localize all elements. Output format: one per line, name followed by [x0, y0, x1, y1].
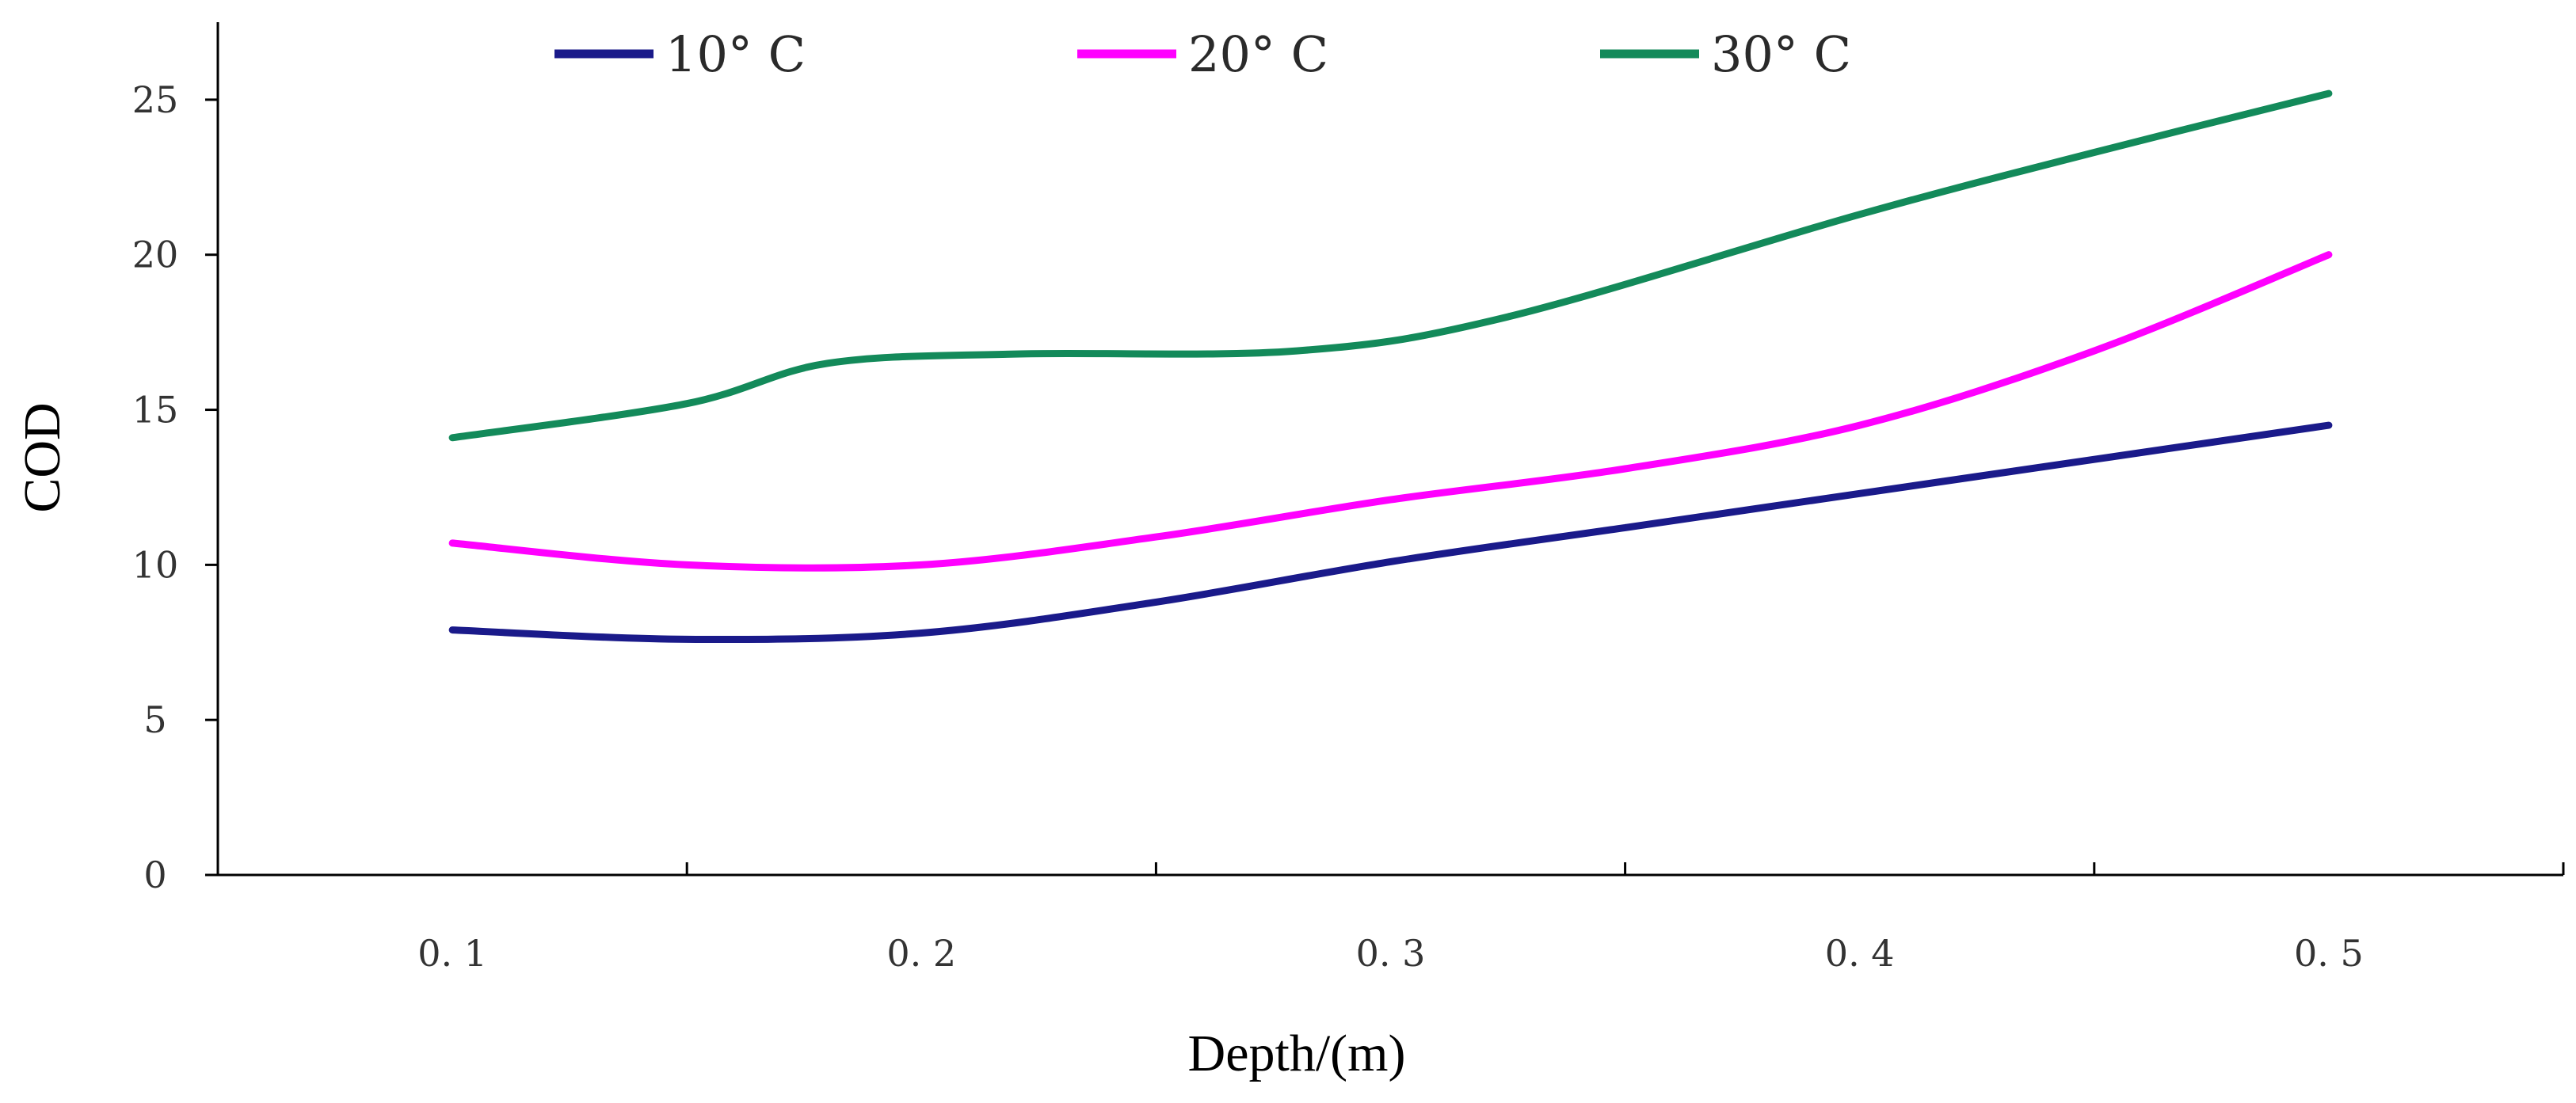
series-line-3 [448, 89, 2333, 442]
y-axis-title: COD [13, 402, 71, 512]
x-tick-label: 0. 5 [2294, 932, 2364, 975]
axes: 0 5 10 15 20 25 0. 1 0. 2 0. 3 0. 4 0. 5 [132, 22, 2565, 975]
y-tick-label: 5 [143, 698, 166, 741]
y-tick-label: 15 [132, 389, 179, 432]
x-tick-label: 0. 4 [1825, 932, 1895, 975]
x-tick-label: 0. 1 [417, 932, 487, 975]
y-tick-label: 10 [132, 543, 179, 586]
legend: 10° C 20° C 30° C [554, 25, 1851, 83]
y-tick-label: 20 [132, 234, 179, 276]
legend-label: 10° C [665, 25, 806, 83]
series-line-2 [448, 251, 2333, 572]
series-layer [448, 89, 2333, 644]
y-tick-label: 25 [132, 78, 179, 121]
x-axis-title: Depth/(m) [1188, 1025, 1406, 1082]
y-tick-label: 0 [143, 854, 166, 896]
series-line-1 [448, 421, 2333, 644]
legend-label: 20° C [1188, 25, 1328, 83]
x-tick-label: 0. 3 [1356, 932, 1426, 975]
x-tick-label: 0. 2 [886, 932, 956, 975]
legend-label: 30° C [1711, 25, 1851, 83]
